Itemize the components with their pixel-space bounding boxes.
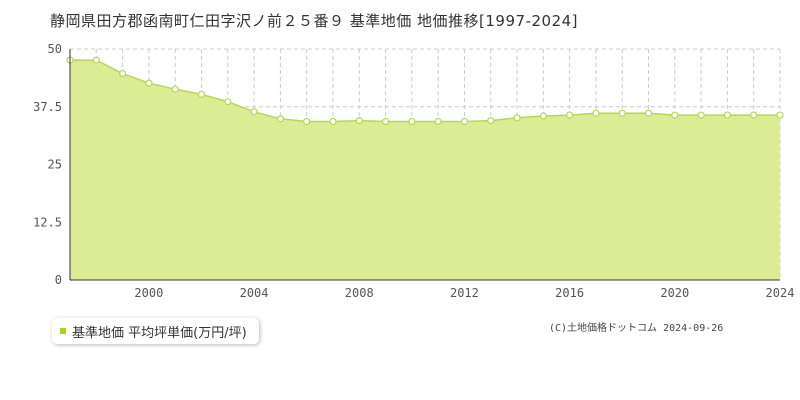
y-tick-label: 37.5 xyxy=(33,100,62,114)
data-point xyxy=(381,117,390,126)
x-tick-label: 2000 xyxy=(134,286,163,300)
x-tick-label: 2008 xyxy=(345,286,374,300)
data-point xyxy=(250,108,258,116)
y-tick-label: 12.5 xyxy=(33,215,62,229)
data-point xyxy=(145,79,153,87)
y-tick-label: 0 xyxy=(55,273,62,287)
data-point xyxy=(460,117,469,126)
copyright: (C)土地価格ドットコム 2024-09-26 xyxy=(549,323,724,334)
y-tick-label: 50 xyxy=(48,42,62,56)
series-line xyxy=(70,59,780,123)
x-axis-labels: 2000 2004 2008 2012 2016 2020 2024 xyxy=(134,286,794,300)
data-point xyxy=(644,109,653,117)
page-title: 静岡県田方郡函南町仁田字沢ノ前２５番９ 基準地価 地価推移[1997-2024] xyxy=(50,12,579,30)
data-point xyxy=(750,111,758,119)
data-point xyxy=(487,117,495,125)
data-point xyxy=(118,69,127,78)
x-tick-label: 2004 xyxy=(240,286,269,300)
data-point xyxy=(434,117,442,126)
data-point xyxy=(355,117,363,125)
data-point xyxy=(618,109,626,117)
data-point xyxy=(697,111,705,119)
data-point xyxy=(776,111,784,119)
data-point xyxy=(566,111,574,119)
data-point xyxy=(592,109,600,117)
axes xyxy=(69,49,780,281)
legend-label: 基準地価 平均坪単価(万円/坪) xyxy=(72,325,247,341)
y-axis-labels: 0 12.5 25 37.5 50 xyxy=(33,42,62,287)
data-point xyxy=(723,111,732,119)
data-point xyxy=(276,115,284,123)
data-point xyxy=(224,98,232,106)
x-tick-label: 2024 xyxy=(766,286,795,300)
x-tick-label: 2020 xyxy=(660,286,689,300)
data-points xyxy=(66,56,784,126)
data-point xyxy=(92,56,100,64)
data-point xyxy=(171,85,179,93)
data-point xyxy=(408,117,416,126)
legend: 基準地価 平均坪単価(万円/坪) xyxy=(52,318,259,344)
data-point xyxy=(539,112,547,120)
x-tick-label: 2016 xyxy=(555,286,584,300)
data-point xyxy=(329,117,337,126)
data-point xyxy=(303,117,311,126)
data-point xyxy=(197,90,206,98)
data-point xyxy=(513,114,521,122)
x-tick-label: 2012 xyxy=(450,286,479,300)
area-fill xyxy=(70,60,780,280)
legend-marker xyxy=(60,328,66,334)
y-tick-label: 25 xyxy=(48,158,62,172)
data-point xyxy=(671,111,679,119)
